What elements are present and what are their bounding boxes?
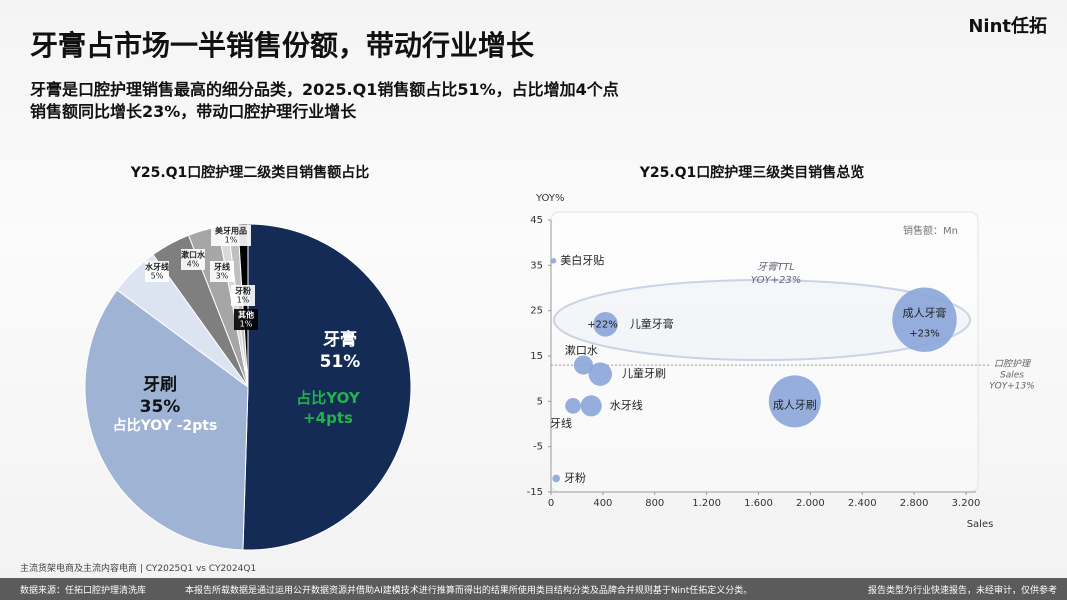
point-label: 成人牙膏 [903, 306, 947, 320]
bubble [573, 355, 593, 375]
subtitle: 牙膏是口腔护理销售最高的细分品类，2025.Q1销售额占比51%，占比增加4个点 [30, 80, 619, 99]
bubble [593, 311, 618, 337]
slice-label: 牙粉 [235, 286, 251, 296]
reference-label: 口腔护理 [994, 359, 1032, 370]
point-label: 美白牙贴 [560, 253, 604, 267]
y-tick-label: -5 [533, 442, 543, 453]
x-tick-label: 1.200 [692, 498, 721, 509]
scope-note: 主流货架电商及主流内容电商 | CY2025Q1 vs CY2024Q1 [20, 564, 257, 574]
slice-label: 美牙用品 [215, 226, 247, 236]
footer-bar: 数据来源：任拓口腔护理清洗库 本报告所载数据是通过运用公开数据资源并借助AI建模… [0, 578, 1067, 600]
annotation: 占比YOY -2pts [113, 417, 218, 434]
label-box [210, 261, 234, 282]
slice-label: 牙膏 [323, 329, 357, 350]
slice-label: 水牙线 [144, 262, 169, 272]
slice-value: 1% [240, 320, 253, 329]
label-box [145, 261, 169, 282]
point-label: 牙粉 [564, 471, 586, 484]
label-box [231, 285, 255, 306]
group-label: 牙膏TTL [757, 261, 795, 273]
disclaimer: 本报告所载数据是通过运用公开数据资源并借助AI建模技术进行推算而得出的结果所使用… [185, 586, 753, 596]
slice-label: 牙刷 [143, 375, 177, 395]
x-tick-label: 800 [645, 498, 664, 509]
point-label: 漱口水 [565, 344, 598, 357]
point-label: 牙线 [550, 416, 572, 430]
annotation: 占比YOY +4pts [296, 389, 361, 427]
slice-label: 其他 [238, 310, 254, 320]
point-value: +23% [909, 329, 940, 340]
report-type: 报告类型为行业快速报告，未经审计，仅供参考 [867, 586, 1057, 596]
y-tick-label: 5 [537, 396, 543, 407]
x-tick-label: 1.600 [744, 498, 773, 509]
point-label: 成人牙刷 [773, 398, 817, 411]
slice-value: 1% [237, 296, 250, 305]
x-tick-label: 400 [593, 498, 612, 509]
y-axis-label: YOY% [535, 193, 565, 204]
y-tick-label: 25 [530, 306, 543, 317]
x-tick-label: 3.200 [952, 498, 981, 509]
slice-value: 3% [216, 272, 229, 281]
reference-label: Sales [1000, 371, 1024, 381]
pie-slice [84, 289, 249, 551]
y-tick-label: -15 [527, 487, 543, 498]
bubble [768, 375, 821, 428]
slice-value: 51% [320, 352, 361, 372]
y-tick-label: 35 [530, 260, 543, 271]
slice-label: 漱口水 [181, 250, 206, 260]
label-box [234, 309, 258, 330]
label-box [181, 249, 205, 270]
chart-title: Y25.Q1口腔护理二级类目销售额占比 [130, 164, 370, 181]
point-label: 水牙线 [610, 398, 643, 412]
reference-label: YOY+13% [989, 382, 1034, 392]
x-tick-label: 2.000 [796, 498, 825, 509]
x-tick-label: 0 [548, 498, 554, 509]
slice-value: 5% [151, 272, 164, 281]
x-tick-label: 2.400 [848, 498, 877, 509]
point-label: 儿童牙刷 [622, 366, 666, 380]
point-value: +22% [587, 319, 618, 330]
chart-title: Y25.Q1口腔护理三级类目销售总览 [639, 164, 865, 181]
brand: Nint任拓 [968, 16, 1047, 37]
bubble [550, 258, 557, 264]
slice-value: 4% [187, 260, 200, 269]
y-tick-label: 45 [530, 215, 543, 226]
y-tick-label: 15 [530, 351, 543, 362]
title: 牙膏占市场一半销售份额，带动行业增长 [30, 29, 535, 62]
point-label: 儿童牙膏 [630, 316, 674, 330]
bubble [580, 395, 602, 417]
source: 数据来源：任拓口腔护理清洗库 [20, 586, 147, 596]
bubble [552, 474, 560, 483]
slice-value: 1% [225, 236, 238, 245]
x-tick-label: 2.800 [900, 498, 929, 509]
group-label: YOY+23% [751, 275, 802, 286]
x-axis-label: Sales [967, 519, 994, 530]
pie-slice [242, 223, 412, 551]
bubble [565, 398, 581, 414]
subtitle: 销售额同比增长23%，带动口腔护理行业增长 [30, 102, 357, 121]
note: 销售额：Mn [903, 224, 958, 237]
bubble [588, 362, 612, 386]
slice-label: 牙线 [214, 262, 230, 272]
bubble [892, 287, 957, 352]
group-ellipse [553, 279, 971, 361]
label-box [211, 225, 251, 246]
slice-value: 35% [140, 397, 181, 417]
